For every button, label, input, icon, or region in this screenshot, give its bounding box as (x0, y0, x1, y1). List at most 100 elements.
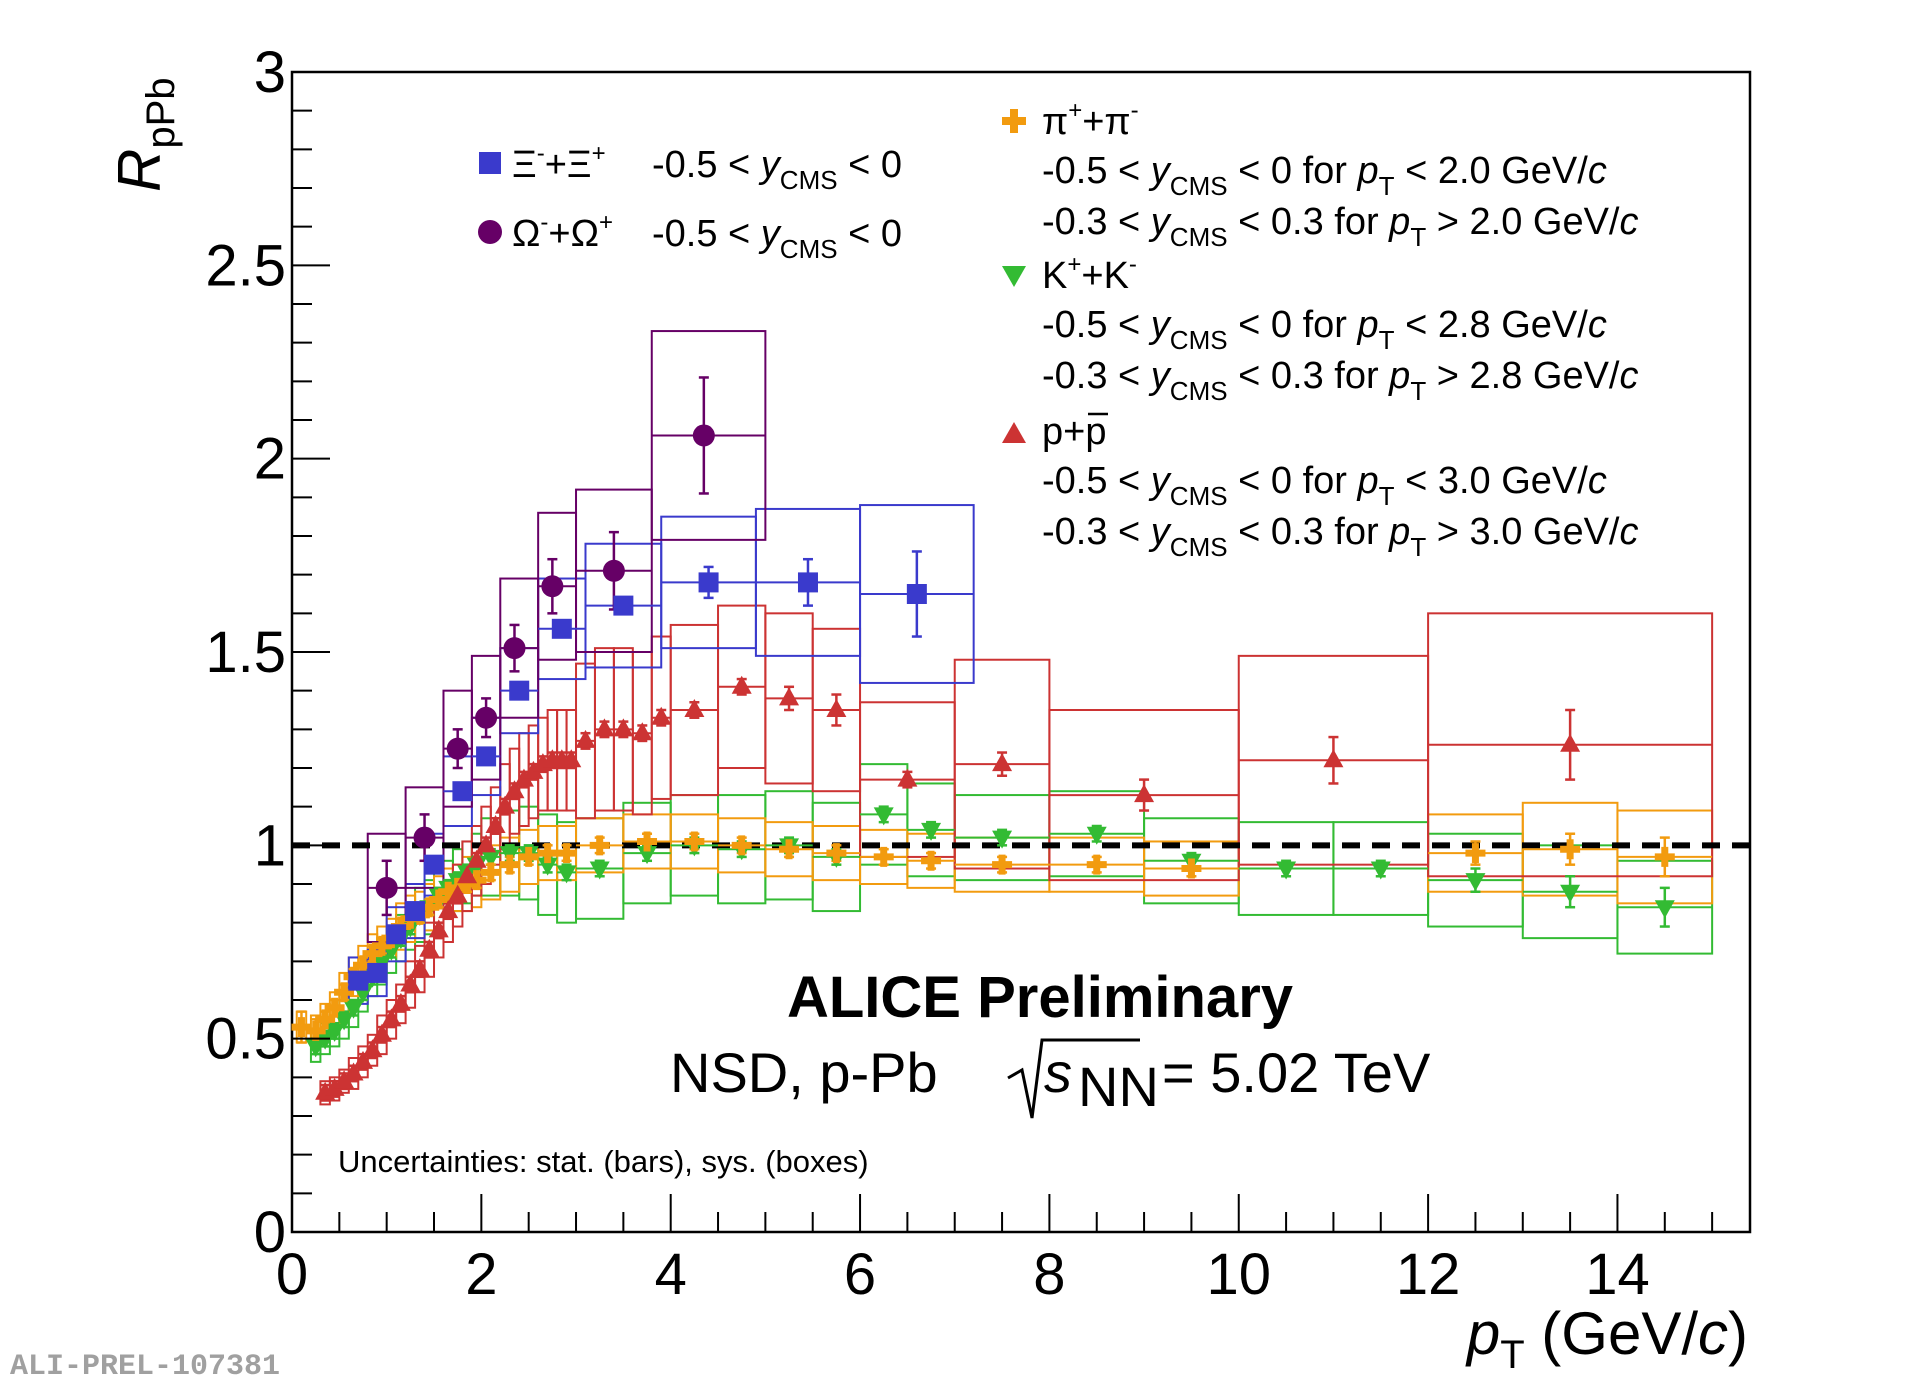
legend-right: π++π- -0.5 < yCMS < 0 for pT < 2.0 GeV/c… (1002, 97, 1639, 562)
kaon-point (1370, 861, 1391, 880)
proton-point (575, 729, 596, 748)
system-s: s (1044, 1041, 1072, 1104)
proton-point (371, 1023, 392, 1042)
legend-left: Ξ-+Ξ+ -0.5 < yCMS < 0 Ω-+Ω+ -0.5 < yCMS … (478, 140, 902, 264)
pion-point (291, 1017, 312, 1038)
kaon-point (1560, 884, 1581, 903)
proton-point (495, 795, 516, 814)
pion-point (499, 854, 520, 875)
omega-point (375, 876, 398, 899)
kaon-point (324, 1023, 345, 1042)
legend-xi-range: -0.5 < yCMS < 0 (652, 144, 902, 195)
collision-system-label: NSD, p-Pb s NN = 5.02 TeV (670, 1038, 1431, 1119)
proton-point (651, 706, 672, 725)
proton-point (779, 687, 800, 706)
x-tick-label: 0 (276, 1242, 308, 1307)
xi-point (797, 572, 818, 593)
pion-point (637, 831, 658, 852)
y-tick-label: 3 (254, 40, 286, 105)
y-tick-labels: 0 0.5 1 1.5 2 2.5 3 (205, 40, 286, 1265)
pion-point (731, 835, 752, 856)
legend-marker-kaon (1002, 266, 1026, 287)
omega-point (413, 826, 436, 849)
pion-point (1654, 846, 1675, 867)
system-nn: NN (1078, 1055, 1159, 1118)
proton-point (476, 834, 497, 853)
kaon-point (556, 865, 577, 884)
legend-omega-range: -0.5 < yCMS < 0 (652, 213, 902, 264)
pion-point (589, 835, 610, 856)
pion-point (1086, 854, 1107, 875)
proton-point (826, 699, 847, 717)
legend-marker-omega (478, 220, 502, 244)
pion-point (518, 846, 539, 867)
kaon-point (315, 1031, 336, 1050)
kaon-point (1465, 873, 1486, 892)
proton-point (343, 1062, 364, 1081)
pion-point (537, 843, 558, 864)
xi-point (367, 962, 388, 983)
legend-marker-pion (1002, 109, 1026, 133)
pion-point (684, 831, 705, 852)
proton-point (594, 718, 615, 737)
proton-point (381, 1008, 402, 1027)
proton-point (324, 1077, 345, 1096)
pion-point (315, 1009, 336, 1030)
proton-point (613, 718, 634, 737)
omega-point (446, 737, 469, 760)
pion-point (305, 1020, 326, 1041)
pion-point (1181, 858, 1202, 879)
proton-point (400, 973, 421, 992)
legend-kaon-label: K++K- (1042, 251, 1137, 297)
xi-point (476, 746, 497, 767)
x-tick-label: 8 (1033, 1242, 1065, 1307)
xi-point (698, 572, 719, 593)
kaon-point (334, 1012, 355, 1031)
kaon-point (589, 861, 610, 880)
kaon-point (992, 830, 1013, 849)
y-tick-label: 1.5 (205, 620, 286, 685)
figure-id: ALI-PREL-107381 (10, 1350, 280, 1382)
omega-point (475, 706, 498, 729)
y-axis-title: RpPb (106, 77, 183, 192)
legend-proton-row-1: -0.5 < yCMS < 0 for pT < 3.0 GeV/c (1042, 460, 1607, 511)
x-tick-labels: 0 2 4 6 8 10 12 14 (276, 1242, 1650, 1307)
proton-point (992, 753, 1013, 772)
proton-point (897, 768, 918, 787)
kaon-point (1086, 826, 1107, 845)
y-tick-label: 0.5 (205, 1007, 286, 1072)
proton-point (353, 1050, 374, 1069)
xi-point (551, 618, 572, 639)
xi-point (348, 970, 369, 991)
proton-point (466, 849, 487, 868)
proton-point (438, 900, 459, 919)
proton-point (1134, 784, 1155, 803)
proton-point (523, 760, 544, 779)
x-tick-label: 14 (1585, 1242, 1650, 1307)
xi-point (386, 924, 407, 945)
alice-preliminary-label: ALICE Preliminary (787, 965, 1293, 1030)
proton-point (1560, 733, 1581, 752)
pion-point (873, 846, 894, 867)
x-tick-label: 2 (465, 1242, 497, 1307)
proton-point (390, 992, 411, 1011)
proton-point (447, 884, 468, 903)
pion-point (480, 862, 501, 883)
kaon-point (480, 849, 501, 868)
legend-omega-label: Ω-+Ω+ (512, 209, 613, 255)
x-tick-label: 10 (1206, 1242, 1271, 1307)
pion-point (1465, 843, 1486, 864)
y-tick-label: 1 (254, 813, 286, 878)
omega-point (692, 424, 715, 447)
xi-point (452, 781, 473, 802)
sqrt-sign (1007, 1038, 1140, 1119)
proton-point (684, 699, 705, 717)
legend-pion-row-1: -0.5 < yCMS < 0 for pT < 2.0 GeV/c (1042, 150, 1607, 201)
proton-point (485, 815, 506, 833)
proton-point (731, 675, 752, 694)
xi-point (906, 584, 927, 604)
kaon-point (1654, 900, 1675, 919)
omega-point (602, 559, 625, 582)
legend-marker-xi (479, 152, 501, 174)
